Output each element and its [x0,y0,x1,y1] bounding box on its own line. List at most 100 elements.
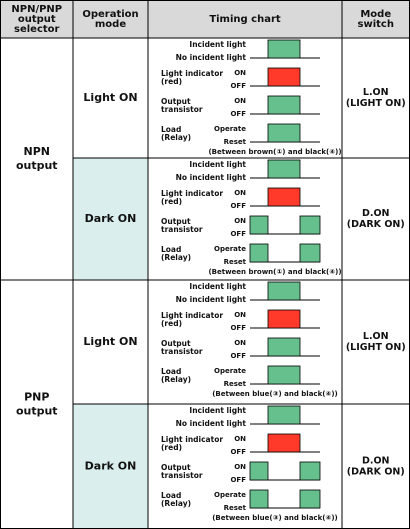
mode-text: Light ON [83,91,137,104]
hd-text: selector [14,24,60,35]
state-low: OFF [230,448,246,456]
state-high: ON [234,97,246,105]
sw-text: L.ON [363,331,389,342]
state-low: No incident light [176,295,247,304]
note-text: (Between blue(③) and black(④)) [212,390,338,398]
mode-cell-bg [73,158,148,280]
sw-text: (LIGHT ON) [346,342,406,353]
header-bg [0,0,410,38]
wave-pulse [267,281,301,301]
state-low: No incident light [176,419,247,428]
hd-text: NPN/PNP [11,4,62,15]
sw-text: D.ON [362,208,390,219]
mode-cell-bg [73,404,148,529]
state-high: Incident light [189,40,246,49]
state-high: Incident light [189,282,246,291]
grp-text: output [16,404,58,417]
signal-label: transistor [161,105,203,114]
sw-text: (DARK ON) [347,219,405,230]
signal-label: Light indicator [161,189,223,198]
wave-pulse [249,489,269,509]
wave-pulse [267,309,301,329]
signal-label: Output [161,97,191,106]
state-high: ON [234,339,246,347]
grp-text: NPN [24,145,50,158]
state-high: ON [234,463,246,471]
state-high: ON [234,435,246,443]
wave-pulse [249,243,269,263]
signal-label: Load [161,491,181,500]
mode-text: Dark ON [85,212,137,225]
state-low: No incident light [176,173,247,182]
state-low: OFF [230,230,246,238]
state-high: ON [234,189,246,197]
signal-label: transistor [161,471,203,480]
state-high: Operate [214,125,246,133]
state-low: OFF [230,110,246,118]
signal-label: (Relay) [161,499,191,508]
wave-pulse [267,433,301,453]
mode-text: Dark ON [85,459,137,472]
signal-label: Load [161,125,181,134]
signal-label: (red) [161,197,182,206]
signal-label: (Relay) [161,133,191,142]
hd-text: Operation [82,9,138,20]
wave-pulse [299,215,321,235]
signal-label: Output [161,339,191,348]
signal-label: Light indicator [161,435,223,444]
wave-pulse [249,215,269,235]
signal-label: Load [161,367,181,376]
wave-pulse [299,461,321,481]
signal-label: Output [161,217,191,226]
wave-pulse [299,243,321,263]
state-high: ON [234,311,246,319]
state-low: OFF [230,352,246,360]
hd-text: Timing chart [209,14,281,25]
state-high: Operate [214,245,246,253]
sw-text: L.ON [363,87,389,98]
state-low: Reset [224,504,247,512]
wave-pulse [267,123,301,143]
state-low: Reset [224,380,247,388]
state-low: OFF [230,324,246,332]
signal-label: (Relay) [161,253,191,262]
wave-pulse [267,67,301,87]
signal-label: transistor [161,225,203,234]
wave-pulse [267,95,301,115]
sw-text: D.ON [362,455,390,466]
signal-label: (red) [161,319,182,328]
state-low: Reset [224,258,247,266]
wave-pulse [249,461,269,481]
note-text: (Between brown(①) and black(④)) [208,148,341,156]
wave-pulse [267,405,301,425]
wave-pulse [299,489,321,509]
hd-text: mode [95,19,126,30]
sw-text: (LIGHT ON) [346,98,406,109]
note-text: (Between brown(①) and black(④)) [208,268,341,276]
signal-label: Load [161,245,181,254]
signal-label: (red) [161,443,182,452]
signal-label: (Relay) [161,375,191,384]
signal-label: Output [161,463,191,472]
wave-pulse [267,337,301,357]
signal-label: (red) [161,77,182,86]
wave-pulse [267,39,301,59]
wave-pulse [267,187,301,207]
state-high: Operate [214,491,246,499]
state-low: OFF [230,476,246,484]
note-text: (Between blue(③) and black(④)) [212,514,338,522]
hd-text: output [18,14,56,25]
signal-label: Light indicator [161,311,223,320]
state-high: ON [234,217,246,225]
state-high: Incident light [189,406,246,415]
state-low: No incident light [176,53,247,62]
grp-text: output [16,159,58,172]
state-high: Incident light [189,160,246,169]
state-low: OFF [230,202,246,210]
state-low: Reset [224,138,247,146]
grp-text: PNP [24,390,49,403]
state-high: Operate [214,367,246,375]
wave-pulse [267,159,301,179]
